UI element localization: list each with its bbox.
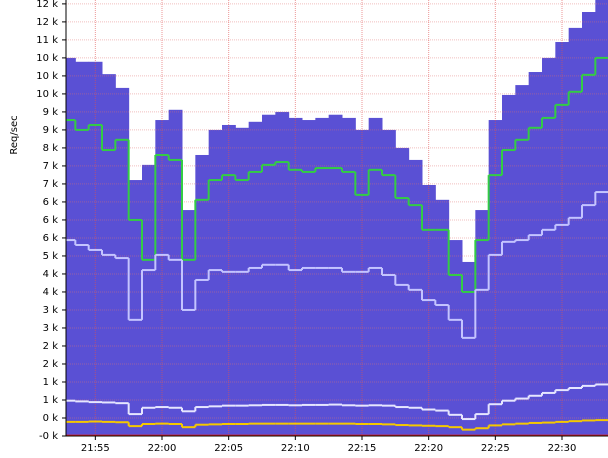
area-step [275, 111, 290, 436]
y-tick-label: 9 k [43, 107, 59, 118]
y-tick-label: 12 k [36, 0, 58, 10]
area-step [66, 57, 76, 436]
area-step [435, 199, 450, 436]
y-axis-label: Req/sec [9, 115, 20, 154]
area-step [395, 147, 410, 436]
area-step [128, 180, 143, 436]
y-tick-label: 6 k [43, 197, 59, 208]
y-tick-label: 7 k [43, 161, 59, 172]
area-step [248, 121, 263, 436]
y-tick-label: 2 k [43, 341, 59, 352]
x-tick-label: 22:00 [148, 443, 177, 454]
area-step [382, 129, 396, 436]
area-step [142, 164, 156, 436]
area-step [262, 114, 276, 436]
area-step [315, 117, 330, 436]
y-tick-label: 9 k [43, 125, 59, 136]
x-tick-label: 22:20 [414, 443, 443, 454]
x-tick-label: 22:30 [548, 443, 577, 454]
y-tick-label: 1 k [43, 395, 59, 406]
y-tick-label: 0 k [43, 413, 59, 424]
y-tick-label: 6 k [43, 215, 59, 226]
y-tick-label: 6 k [43, 233, 59, 244]
area-step [595, 0, 608, 436]
area-step [208, 129, 223, 436]
area-step [168, 109, 183, 436]
area-step [582, 12, 596, 436]
plot-area [66, 0, 608, 436]
y-tick-label: 2 k [43, 359, 59, 370]
area-step [475, 210, 490, 436]
area-step [115, 87, 130, 436]
y-tick-label: 11 k [36, 35, 58, 46]
y-tick-label: -0 k [39, 431, 58, 442]
x-tick-label: 22:10 [281, 443, 310, 454]
area-step [515, 85, 530, 436]
area-step [502, 94, 516, 436]
area-step [555, 42, 570, 436]
y-tick-label: 10 k [36, 71, 58, 82]
area-step [542, 57, 556, 436]
y-tick-label: 8 k [43, 143, 59, 154]
area-step [462, 261, 476, 436]
x-tick-label: 22:15 [348, 443, 377, 454]
area-step [448, 240, 463, 436]
y-tick-label: 10 k [36, 53, 58, 64]
area-step [568, 27, 583, 436]
area-step [182, 210, 196, 436]
y-tick-label: 10 k [36, 89, 58, 100]
y-tick-label: 12 k [36, 17, 58, 28]
y-tick-label: 4 k [43, 287, 59, 298]
x-tick-label: 21:55 [81, 443, 110, 454]
y-tick-label: 7 k [43, 179, 59, 190]
y-tick-label: 1 k [43, 377, 59, 388]
y-tick-label: 3 k [43, 305, 59, 316]
area-step [235, 127, 250, 436]
area-step [528, 72, 543, 436]
area-step [368, 117, 383, 436]
y-tick-label: 4 k [43, 269, 59, 280]
area-step [342, 117, 356, 436]
y-tick-label: 3 k [43, 323, 59, 334]
area-step [328, 114, 343, 436]
area-step [75, 61, 90, 436]
y-tick-label: 5 k [43, 251, 59, 262]
area-step [195, 154, 210, 436]
area-step [408, 159, 423, 436]
area-step [302, 120, 316, 436]
x-tick-label: 22:05 [214, 443, 243, 454]
x-tick-label: 22:25 [481, 443, 510, 454]
